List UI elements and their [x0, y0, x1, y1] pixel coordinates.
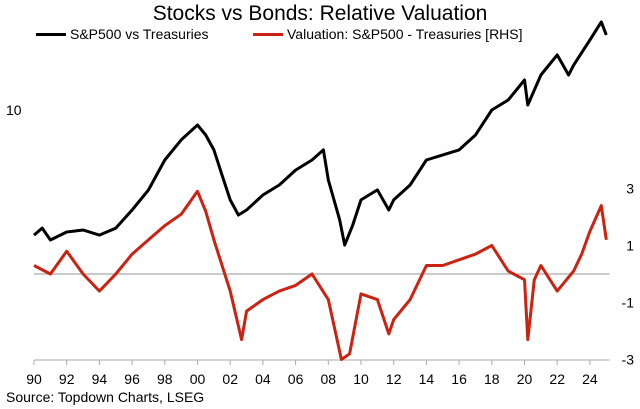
x-tick-label: 06 [288, 371, 304, 387]
x-tick-label: 24 [582, 371, 598, 387]
legend-label: Valuation: S&P500 - Treasuries [RHS] [287, 26, 523, 42]
x-tick-label: 16 [451, 371, 467, 387]
legend-item-red: Valuation: S&P500 - Treasuries [RHS] [253, 26, 523, 42]
x-tick-label: 04 [255, 371, 271, 387]
right-tick-label: -1 [622, 295, 635, 311]
right-tick-label: 3 [626, 181, 634, 197]
series-line-sp500-vs-treasuries [33, 20, 608, 247]
x-tick-label: 02 [222, 371, 238, 387]
x-tick-label: 90 [26, 371, 42, 387]
legend-swatch [36, 32, 66, 36]
left-tick-label: 10 [6, 102, 22, 118]
x-tick-label: 18 [484, 371, 500, 387]
x-tick-label: 00 [190, 371, 206, 387]
x-tick-label: 14 [419, 371, 435, 387]
chart-title: Stocks vs Bonds: Relative Valuation [152, 2, 488, 25]
x-tick-label: 20 [517, 371, 533, 387]
x-tick-label: 08 [321, 371, 337, 387]
x-tick-label: 12 [386, 371, 402, 387]
series-line-valuation [33, 189, 608, 361]
legend-label: S&P500 vs Treasuries [70, 26, 209, 42]
x-tick-label: 96 [124, 371, 140, 387]
legend-swatch [253, 32, 283, 36]
legend-item-black: S&P500 vs Treasuries [36, 26, 209, 42]
x-tick-label: 10 [353, 371, 369, 387]
source-note: Source: Topdown Charts, LSEG [6, 389, 205, 405]
x-tick-label: 94 [92, 371, 108, 387]
x-tick-label: 22 [549, 371, 565, 387]
right-tick-label: -3 [622, 352, 635, 368]
x-tick-label: 98 [157, 371, 173, 387]
x-tick-label: 92 [59, 371, 75, 387]
right-tick-label: 1 [626, 238, 634, 254]
